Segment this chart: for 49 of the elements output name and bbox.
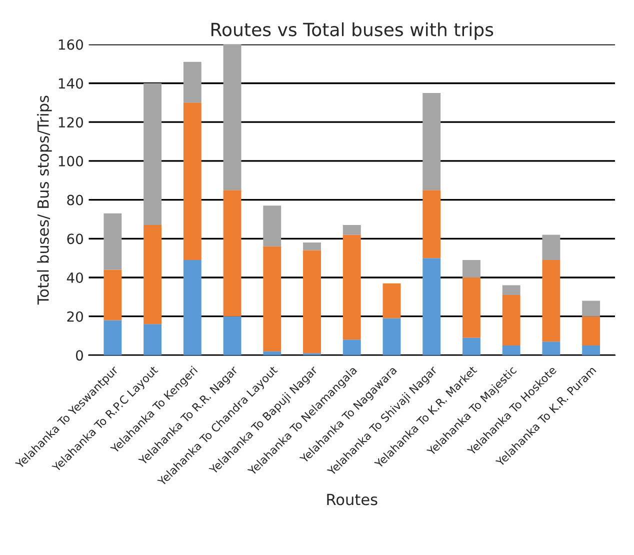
bar [382, 318, 401, 356]
chart-title: Routes vs Total buses with trips [212, 22, 494, 40]
y-tick-label: 100 [58, 156, 83, 166]
y-tick-label: 120 [58, 117, 83, 128]
bar [502, 285, 520, 295]
bar [382, 283, 401, 318]
bar [263, 206, 282, 246]
bar [104, 270, 122, 320]
bar [502, 294, 520, 346]
bar [462, 278, 480, 338]
y-tick-label: 20 [67, 311, 83, 322]
bar [104, 213, 122, 270]
bar [223, 316, 242, 356]
bar [582, 345, 600, 356]
bar [223, 44, 242, 190]
bar [422, 92, 441, 190]
bar [542, 260, 560, 342]
bar [582, 300, 600, 316]
bar [462, 338, 480, 356]
bar [144, 225, 162, 324]
bar [342, 340, 361, 356]
bar [183, 62, 202, 103]
y-tick-label: 80 [67, 194, 83, 206]
bar [462, 260, 480, 278]
y-tick-label: 0 [76, 350, 83, 361]
bar [422, 258, 441, 356]
bar [104, 320, 122, 356]
bar [263, 246, 282, 352]
bar [342, 234, 361, 340]
bar [502, 345, 520, 356]
y-axis-title: Total buses/ Bus stops/Trips [37, 96, 52, 305]
bar [183, 260, 202, 356]
y-tick-label: 140 [58, 78, 83, 89]
bar [422, 190, 441, 258]
y-tick-label: 160 [58, 39, 83, 50]
bar [183, 102, 202, 260]
bar [144, 324, 162, 356]
bar [263, 351, 282, 356]
bar [542, 342, 560, 356]
y-tick-label: 60 [67, 234, 83, 244]
bar [342, 225, 361, 235]
bar [542, 234, 560, 260]
bar [223, 190, 242, 316]
x-axis-title: Routes [327, 494, 378, 506]
bar [303, 250, 321, 354]
bar [303, 242, 321, 250]
y-tick-label: 40 [66, 272, 83, 283]
bar [144, 83, 162, 226]
bar [582, 316, 600, 346]
